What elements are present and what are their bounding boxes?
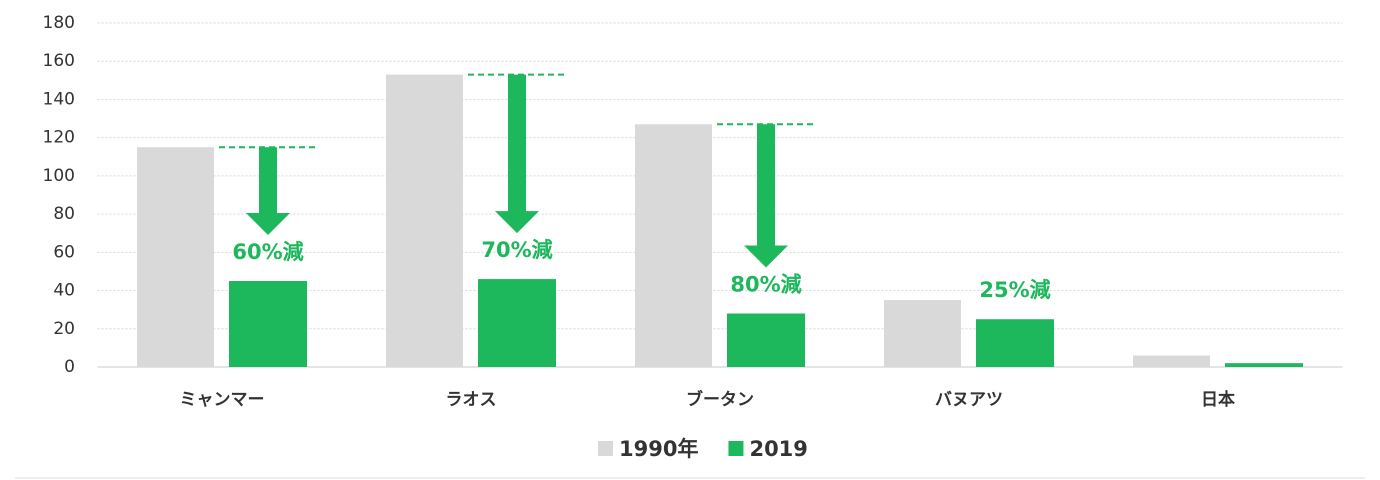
x-tick-label: ミャンマー xyxy=(180,390,265,410)
x-tick-label: バヌアツ xyxy=(935,390,1003,410)
y-tick-label: 160 xyxy=(43,51,75,71)
legend-swatch xyxy=(728,441,744,456)
bar xyxy=(1225,363,1303,367)
y-tick-label: 0 xyxy=(64,357,75,377)
bar xyxy=(229,281,307,367)
y-tick-label: 60 xyxy=(53,242,75,262)
annotation: 70%減 xyxy=(481,238,552,262)
bar xyxy=(635,124,712,368)
y-tick-label: 80 xyxy=(53,204,75,224)
x-tick-label: 日本 xyxy=(1201,389,1235,410)
legend-swatch xyxy=(598,441,613,456)
y-tick-label: 40 xyxy=(53,281,75,301)
y-tick-label: 20 xyxy=(53,319,75,339)
x-tick-label: ブータン xyxy=(686,389,754,410)
legend-label: 2019 xyxy=(749,437,807,461)
y-tick-label: 120 xyxy=(43,128,75,148)
y-tick-label: 100 xyxy=(43,166,75,186)
bar xyxy=(727,313,805,367)
bar xyxy=(884,300,961,367)
annotation: 25%減 xyxy=(979,278,1050,302)
bar xyxy=(137,147,214,367)
bar xyxy=(1133,355,1210,367)
bar xyxy=(976,319,1054,367)
decrease-arrow xyxy=(246,147,290,235)
annotation: 80%減 xyxy=(730,272,801,296)
decrease-arrow xyxy=(744,124,788,268)
y-tick-label: 140 xyxy=(43,89,75,109)
legend-label: 1990年 xyxy=(619,437,698,461)
decrease-arrow xyxy=(495,74,539,234)
y-tick-label: 180 xyxy=(43,13,75,33)
bar xyxy=(478,279,556,367)
bar xyxy=(386,74,463,367)
x-tick-label: ラオス xyxy=(446,390,497,410)
annotation: 60%減 xyxy=(232,240,303,264)
